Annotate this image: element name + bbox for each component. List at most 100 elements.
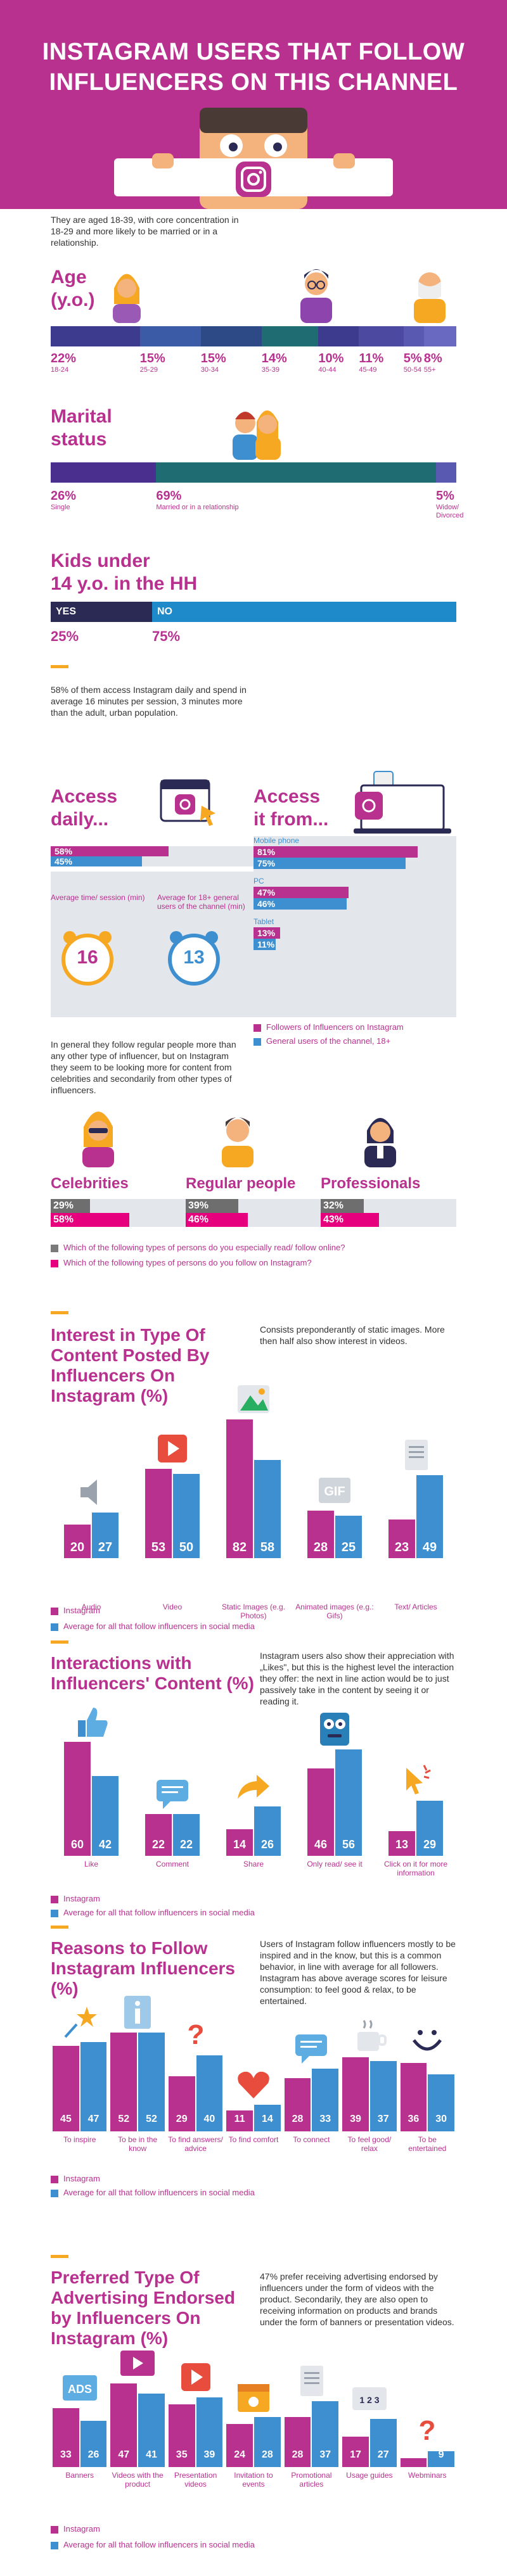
kids-no-pct: 75% <box>152 628 181 644</box>
age-category: 18-24 <box>51 366 69 374</box>
access-daily-title-1: Access <box>51 786 118 807</box>
device-general-value: 46% <box>257 899 276 909</box>
average-value: 52 <box>146 2114 157 2124</box>
access-from-title-2: it from... <box>254 809 329 830</box>
instagram-bar <box>145 1814 172 1856</box>
average-value: 14 <box>261 2114 273 2124</box>
age-category: 30-34 <box>200 366 219 374</box>
person-read-value: 39% <box>188 1200 209 1211</box>
marital-category: Married or in a relationship <box>156 504 239 511</box>
persons-legend-2-text: Which of the following types of persons … <box>63 1258 312 1267</box>
gif-icon: GIF <box>319 1478 350 1504</box>
interactions-chart: 60 42 Like 22 22 Comment 14 26 Share 46 56 Only rea… <box>51 1708 456 1894</box>
age-pct: 15% <box>139 352 165 365</box>
advertising-title-2: Advertising Endorsed <box>51 2288 235 2307</box>
legend-swatch-blue-4 <box>51 2189 58 2197</box>
reasons-title: Reasons to Follow Instagram Influencers … <box>51 1938 235 1999</box>
instagram-bar <box>110 2383 138 2467</box>
average-bar <box>416 1801 443 1856</box>
question-icon: ? <box>419 2415 436 2446</box>
follow-text: In general they follow regular people mo… <box>51 1039 236 1095</box>
page-title: INSTAGRAM USERS THAT FOLLOW INFLUENCERS … <box>25 37 482 98</box>
person-instagram-value: 58% <box>53 1214 74 1225</box>
instagram-value: 11 <box>234 2114 245 2124</box>
title-line-1: INSTAGRAM USERS THAT FOLLOW <box>42 39 465 65</box>
age-segment <box>51 326 140 346</box>
celebrity-avatar <box>82 1112 114 1167</box>
interactions-legend-1-text: Instagram <box>63 1894 100 1903</box>
intro-text: They are aged 18-39, with core concentra… <box>51 215 239 248</box>
age-segment <box>403 326 424 346</box>
play-icon <box>158 1434 187 1462</box>
document-icon <box>300 2365 324 2396</box>
instagram-bar <box>64 1524 91 1558</box>
access-legend-1: Followers of Influencers on Instagram <box>254 1022 404 1032</box>
person-type-label: Professionals <box>321 1175 421 1192</box>
category-label: Invitation to events <box>234 2471 273 2489</box>
category-label: Banners <box>65 2471 94 2480</box>
advertising-title: Preferred Type Of Advertising Endorsed b… <box>51 2268 235 2349</box>
category-label: Promotional articles <box>291 2471 332 2489</box>
elderly-man-avatar <box>414 272 446 323</box>
daily-access-text: 58% of them access Instagram daily and s… <box>51 685 247 718</box>
alarm-clock-icon <box>61 931 113 986</box>
advertising-title-4: Instagram (%) <box>51 2328 169 2348</box>
age-segment <box>200 326 262 346</box>
advertising-legend-1-text: Instagram <box>63 2524 100 2534</box>
marital-label-group: 26% Single <box>51 489 156 512</box>
person-instagram-value: 43% <box>323 1214 344 1225</box>
average-value: 30 <box>435 2114 447 2124</box>
average-value: 37 <box>377 2114 389 2124</box>
ads-icon: ADS <box>62 2375 97 2401</box>
category-label: To find answers/ advice <box>168 2135 223 2153</box>
instagram-bar <box>284 2078 311 2131</box>
average-bar <box>254 2417 281 2467</box>
legend-swatch-blue-5 <box>51 2541 58 2549</box>
average-value: 39 <box>203 2449 215 2460</box>
person-type-label: Regular people <box>186 1175 296 1192</box>
calendar-instagram-icon <box>160 779 215 826</box>
device-followers-value: 13% <box>257 928 276 938</box>
age-bar <box>51 326 456 346</box>
video-icon <box>120 2350 155 2376</box>
average-value: 27 <box>377 2449 389 2460</box>
divider-accent-5 <box>51 2255 68 2258</box>
instagram-value: 13 <box>395 1838 409 1851</box>
legend-swatch-blue-2 <box>51 1623 58 1631</box>
age-pct: 5% <box>403 352 422 365</box>
speaker-icon <box>80 1480 97 1505</box>
young-woman-avatar <box>113 274 141 323</box>
person-type-label: Celebrities <box>51 1175 129 1192</box>
age-category: 35-39 <box>261 366 279 374</box>
category-label: Text/ Articles <box>394 1602 437 1611</box>
age-label-group: 11% 45-49 <box>359 352 403 374</box>
category-label: Webminars <box>408 2471 447 2480</box>
instagram-value: 60 <box>70 1838 84 1851</box>
reasons-text: Users of Instagram follow influencers mo… <box>260 1939 456 2006</box>
persons-legend-2: Which of the following types of persons … <box>51 1258 312 1267</box>
access-daily-general-bar: 45% <box>51 856 142 866</box>
instagram-bar <box>307 1511 334 1558</box>
divider-accent-3 <box>51 1640 68 1644</box>
access-legend-2: General users of the channel, 18+ <box>254 1036 390 1046</box>
marital-segment <box>156 462 436 483</box>
average-value: 58 <box>260 1540 275 1554</box>
average-bar <box>80 2042 107 2131</box>
instagram-value: 14 <box>233 1838 247 1851</box>
divider-accent-4 <box>51 1926 68 1929</box>
device-general-value: 11% <box>257 939 275 949</box>
marital-segment <box>51 462 157 483</box>
average-bar <box>254 1806 281 1856</box>
average-value: 26 <box>87 2449 99 2460</box>
cursor-icon <box>406 1765 431 1794</box>
access-daily-title-2: daily... <box>51 809 109 830</box>
access-daily-followers-bar: 58% <box>51 846 169 856</box>
marital-title-line-2: status <box>51 429 107 450</box>
age-label-group: 10% 40-44 <box>318 352 359 374</box>
category-label: To inspire <box>63 2135 96 2144</box>
age-pct: 10% <box>318 352 344 365</box>
marital-label-group: 69% Married or in a relationship <box>156 489 436 512</box>
advertising-text: 47% prefer receiving advertising endorse… <box>260 2271 454 2327</box>
kids-no-label: NO <box>157 606 172 617</box>
instagram-value: 23 <box>394 1540 409 1554</box>
